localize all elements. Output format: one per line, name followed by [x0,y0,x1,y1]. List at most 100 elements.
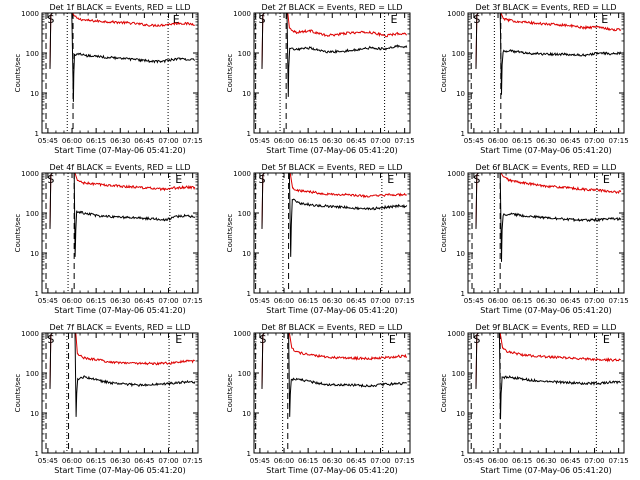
x-tick-label: 07:15 [183,137,203,145]
end-marker-label: E [603,173,610,186]
x-tick-label: 06:15 [512,137,532,145]
y-tick-label: 100 [26,50,39,58]
events-series-line [261,333,407,417]
end-marker-label: E [601,13,608,26]
lld-series-line [261,333,408,389]
plot-frame [467,12,625,134]
y-tick-label: 10 [242,90,251,98]
x-tick-label: 05:45 [250,297,270,305]
start-marker-label: S [259,173,266,186]
y-tick-label: 10 [30,90,39,98]
events-series-line [49,173,196,257]
y-tick-label: 1000 [21,330,39,338]
x-tick-label: 05:45 [464,457,484,465]
panel-det-6: Det 6f BLACK = Events, RED = LLD Start Ti… [440,163,629,315]
y-tick-label: 1000 [233,170,251,178]
y-tick-label: 1 [35,130,39,138]
x-tick-label: 06:45 [134,457,154,465]
plot-frame [253,332,411,454]
end-marker-label: E [175,333,182,346]
events-series-line [49,13,196,102]
panel-det-2: Det 2f BLACK = Events, RED = LLD Start Ti… [226,3,415,155]
y-tick-label: 100 [452,210,465,218]
plot-frame [41,12,199,134]
panel-title: Det 3f BLACK = Events, RED = LLD [475,3,616,12]
x-tick-label: 06:00 [62,457,82,465]
panel-title: Det 7f BLACK = Events, RED = LLD [49,323,190,332]
panel-det-8: Det 8f BLACK = Events, RED = LLD Start Ti… [226,323,415,475]
x-tick-label: 06:45 [346,137,366,145]
y-tick-label: 100 [452,50,465,58]
y-axis-label: Counts/sec [440,374,448,413]
panel-det-7: Det 7f BLACK = Events, RED = LLD Start Ti… [14,323,203,475]
y-tick-label: 100 [238,370,251,378]
y-tick-label: 1 [461,290,465,298]
x-tick-label: 07:15 [609,137,629,145]
panel-det-9: Det 9f BLACK = Events, RED = LLD Start Ti… [440,323,629,475]
panel-title: Det 2f BLACK = Events, RED = LLD [261,3,402,12]
x-tick-label: 06:00 [274,297,294,305]
events-series-line [475,333,621,420]
y-tick-label: 10 [456,250,465,258]
panel-title: Det 9f BLACK = Events, RED = LLD [475,323,616,332]
y-tick-label: 1000 [447,10,465,18]
x-tick-label: 06:15 [298,457,318,465]
y-tick-label: 1 [247,450,251,458]
lld-series-line [475,333,621,389]
y-tick-label: 1000 [447,170,465,178]
panel-det-4: Det 4f BLACK = Events, RED = LLD Start Ti… [14,163,203,315]
y-axis-label: Counts/sec [226,374,234,413]
x-tick-label: 07:00 [158,457,178,465]
x-tick-label: 06:15 [86,137,106,145]
x-tick-label: 06:45 [134,297,154,305]
x-tick-label: 06:15 [86,457,106,465]
y-tick-label: 100 [238,50,251,58]
panel-title: Det 1f BLACK = Events, RED = LLD [49,3,190,12]
x-tick-label: 06:30 [110,457,130,465]
x-tick-label: 06:45 [134,137,154,145]
x-tick-label: 07:00 [370,457,390,465]
x-tick-label: 06:00 [274,137,294,145]
lld-series-line [475,173,622,229]
x-tick-label: 07:00 [370,297,390,305]
x-tick-label: 06:30 [110,137,130,145]
x-tick-label: 06:00 [488,137,508,145]
end-marker-label: E [390,13,397,26]
x-tick-label: 05:45 [250,137,270,145]
x-tick-label: 06:30 [536,297,556,305]
end-marker-label: E [175,173,182,186]
x-tick-label: 06:00 [488,457,508,465]
x-tick-label: 07:00 [158,297,178,305]
panel-title: Det 4f BLACK = Events, RED = LLD [49,163,190,172]
y-tick-label: 100 [238,210,251,218]
y-tick-label: 1 [247,130,251,138]
x-tick-label: 06:45 [346,457,366,465]
y-tick-label: 1000 [233,330,251,338]
panel-title: Det 6f BLACK = Events, RED = LLD [475,163,616,172]
events-series-line [475,13,622,95]
y-tick-label: 1000 [21,170,39,178]
x-axis-label: Start Time (07-May-06 05:41:20) [266,146,397,155]
x-tick-label: 07:15 [609,297,629,305]
panel-det-3: Det 3f BLACK = Events, RED = LLD Start Ti… [440,3,629,155]
y-tick-label: 1 [35,450,39,458]
x-tick-label: 06:30 [536,457,556,465]
x-tick-label: 06:15 [512,457,532,465]
x-tick-label: 07:15 [395,137,415,145]
x-axis-label: Start Time (07-May-06 05:41:20) [54,306,185,315]
x-tick-label: 07:15 [183,457,203,465]
lld-series-line [49,333,195,389]
x-tick-label: 06:00 [274,457,294,465]
events-series-line [49,333,196,417]
x-axis-label: Start Time (07-May-06 05:41:20) [480,146,611,155]
x-axis-label: Start Time (07-May-06 05:41:20) [54,146,185,155]
events-series-line [261,173,408,257]
y-tick-label: 10 [30,250,39,258]
y-axis-label: Counts/sec [226,214,234,253]
x-tick-label: 07:00 [584,137,604,145]
lld-series-line [49,173,196,229]
y-axis-label: Counts/sec [14,214,22,253]
start-marker-label: S [259,13,266,26]
x-tick-label: 05:45 [38,137,58,145]
